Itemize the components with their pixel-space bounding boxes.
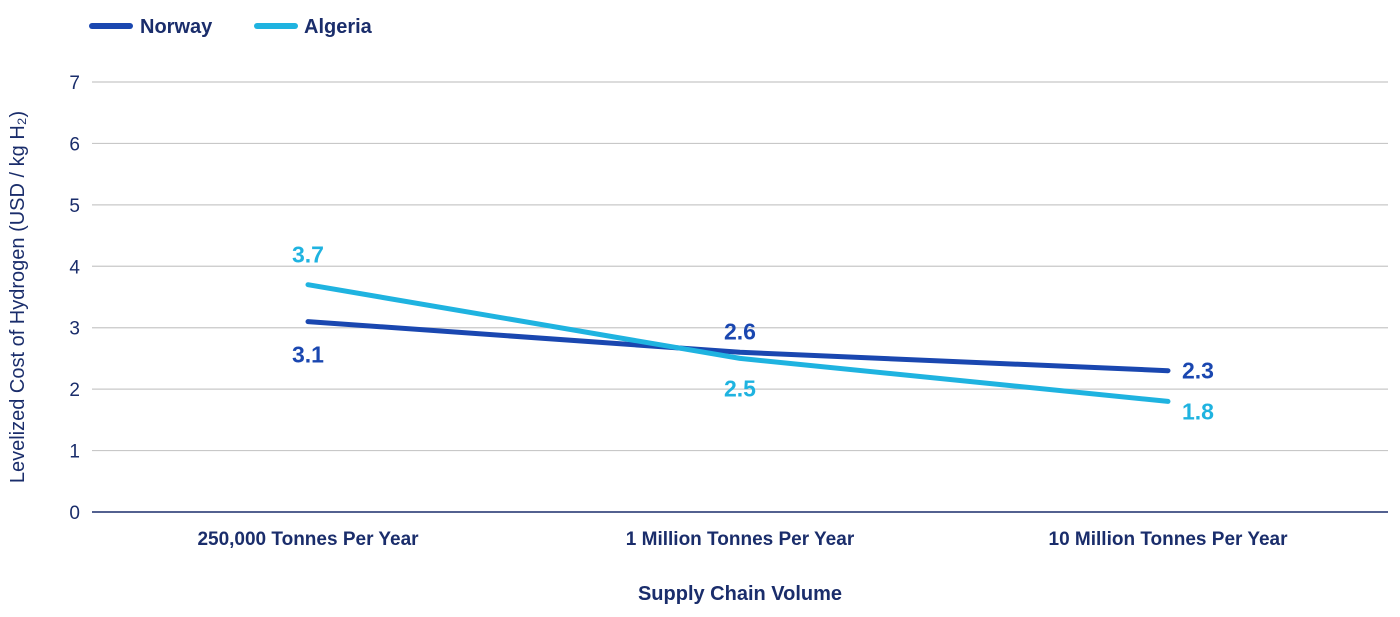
- y-tick-label: 4: [69, 257, 80, 278]
- y-tick-label: 2: [69, 380, 80, 401]
- y-tick-label: 0: [69, 503, 80, 524]
- data-label-algeria: 3.7: [292, 242, 324, 268]
- data-label-algeria: 2.5: [724, 375, 756, 401]
- data-label-norway: 2.6: [724, 318, 756, 344]
- legend: Norway Algeria: [89, 16, 373, 38]
- y-axis-ticks: 0 1 2 3 4 5 6 7: [69, 73, 80, 524]
- series-line-norway: [305, 319, 1171, 374]
- y-tick-label: 6: [69, 134, 80, 155]
- x-category-label: 250,000 Tonnes Per Year: [197, 529, 419, 550]
- x-category-label: 1 Million Tonnes Per Year: [626, 529, 855, 550]
- y-axis-title: Levelized Cost of Hydrogen (USD / kg H₂): [7, 111, 29, 483]
- data-labels: 3.1 2.6 2.3 3.7 2.5 1.8: [292, 242, 1214, 425]
- y-tick-label: 3: [69, 319, 80, 340]
- gridlines: [92, 81, 1388, 452]
- x-category-label: 10 Million Tonnes Per Year: [1049, 529, 1289, 550]
- y-tick-label: 7: [69, 73, 80, 94]
- data-label-norway: 3.1: [292, 342, 324, 368]
- y-tick-label: 1: [69, 442, 80, 463]
- x-axis-title: Supply Chain Volume: [638, 583, 842, 605]
- y-tick-label: 5: [69, 196, 80, 217]
- legend-label-algeria: Algeria: [304, 16, 373, 38]
- x-axis-categories: 250,000 Tonnes Per Year 1 Million Tonnes …: [197, 529, 1288, 550]
- legend-label-norway: Norway: [140, 16, 213, 38]
- data-label-algeria: 1.8: [1182, 398, 1214, 424]
- data-label-norway: 2.3: [1182, 358, 1214, 384]
- series-lines: [305, 282, 1171, 404]
- series-line-algeria: [305, 282, 1171, 404]
